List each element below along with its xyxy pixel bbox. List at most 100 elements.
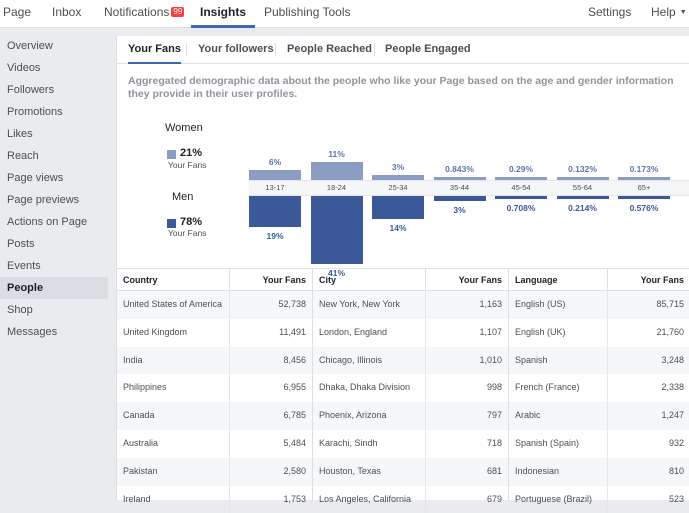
men-value-label: 0.576% [629,203,659,213]
language-table-header: Language Your Fans [509,269,689,291]
women-bar[interactable] [249,170,301,180]
sidebar-item-overview[interactable]: Overview [7,40,53,52]
fan-count: 523 [668,493,684,504]
fan-count: 810 [668,465,684,476]
nav-tab-insights[interactable]: Insights [191,0,256,28]
sidebar-item-reach[interactable]: Reach [7,150,39,162]
sidebar-item-followers[interactable]: Followers [7,84,55,96]
men-value-label: 0.708% [506,203,536,213]
fan-count: 1,247 [661,410,684,421]
description-text: Aggregated demographic data about the pe… [128,75,674,100]
nav-tab-inbox[interactable]: Inbox [52,5,82,19]
sidebar-item-shop[interactable]: Shop [7,304,33,316]
language-name: Spanish (Spain) [515,437,580,448]
men-bar[interactable] [433,196,486,201]
table-row: Canada 6,785 [117,402,312,430]
nav-tab-publishing-tools[interactable]: Publishing Tools [264,5,351,19]
insights-panel: Your Fans Your followers People Reached … [116,36,689,513]
table-row: Chicago, Illinois 1,010 [313,346,508,375]
demographics-tables: Country Your Fans United States of America… [117,268,689,513]
fan-count: 1,163 [479,299,502,309]
nav-tab-help[interactable]: Help ▼ [651,0,687,28]
subtab-people-reached[interactable]: People Reached [287,43,372,55]
column-divider [425,429,426,458]
nav-tab-page[interactable]: Page [3,5,32,19]
your-fans-column-header[interactable]: Your Fans [262,275,306,285]
language-name: Indonesian [515,465,560,476]
country-name: Philippines [123,382,167,393]
language-column-header[interactable]: Language [515,275,558,285]
sidebar-item-videos[interactable]: Videos [7,62,41,74]
table-row: Spanish (Spain) 932 [509,429,689,458]
city-name: Phoenix, Arizona [319,410,387,421]
people-subtabs: Your Fans Your followers People Reached … [117,36,689,64]
table-row: Karachi, Sindh 718 [313,429,508,458]
men-bar[interactable] [495,196,547,199]
sidebar-item-likes[interactable]: Likes [7,128,33,140]
sidebar-item-messages[interactable]: Messages [7,326,58,338]
women-bar[interactable] [310,161,363,180]
subtab-people-engaged[interactable]: People Engaged [385,43,471,55]
women-value-label: 3% [391,162,405,173]
column-divider [425,269,426,291]
sidebar-item-page-previews[interactable]: Page previews [7,194,80,206]
table-row: United Kingdom 11,491 [117,318,312,347]
sidebar-item-actions-on-page[interactable]: Actions on Page [7,216,88,228]
table-row: United States of America 52,738 [117,291,312,319]
women-bar[interactable] [556,177,609,180]
women-value-label: 6% [268,157,282,168]
women-bar[interactable] [495,177,547,180]
fan-count: 3,248 [661,354,684,365]
women-percentage: 21% [180,147,203,159]
table-row: French (France) 2,338 [509,374,689,403]
women-bar[interactable] [618,177,670,180]
table-row: India 8,456 [117,346,312,375]
men-bar[interactable] [372,196,424,220]
your-fans-column-header[interactable]: Your Fans [640,275,684,285]
nav-tab-notifications[interactable]: Notifications 99 [104,0,185,28]
men-bar[interactable] [310,196,363,264]
age-category-label: 55-64 [572,183,593,192]
language-name: Spanish [515,354,548,365]
column-divider [229,457,230,486]
sidebar-item-page-views[interactable]: Page views [7,172,64,184]
age-category-label: 13-17 [265,183,285,192]
men-bar[interactable] [618,196,670,199]
women-bar[interactable] [433,177,486,180]
fan-count: 1,107 [479,326,502,337]
your-fans-column-header[interactable]: Your Fans [458,275,502,285]
fan-count: 6,955 [283,382,306,393]
column-divider [425,402,426,430]
women-bar[interactable] [372,175,424,180]
column-divider [425,374,426,403]
sidebar-item-people[interactable]: People [0,277,108,299]
column-divider [607,374,608,403]
age-category-label: 18-24 [326,183,347,192]
column-divider [607,318,608,347]
city-name: Houston, Texas [319,465,381,476]
table-row: Indonesian 810 [509,457,689,486]
country-column-header[interactable]: Country [123,275,158,285]
men-percentage: 78% [180,216,203,228]
fan-count: 797 [486,410,502,421]
sidebar-item-posts[interactable]: Posts [7,238,35,250]
men-value-label: 3% [453,204,466,215]
city-column-header[interactable]: City [319,275,337,285]
table-row: Dhaka, Dhaka Division 998 [313,374,508,403]
subtab-your-followers[interactable]: Your followers [198,43,274,55]
sidebar-item-promotions[interactable]: Promotions [7,106,63,118]
women-value-label: 0.173% [629,164,659,174]
men-bar[interactable] [249,196,301,228]
nav-tab-settings[interactable]: Settings [588,5,632,19]
women-sublabel: Your Fans [168,160,207,170]
subtab-your-fans[interactable]: Your Fans [128,36,181,64]
men-bar[interactable] [556,196,609,199]
column-divider [229,269,230,291]
fan-count: 679 [486,493,502,504]
fan-count: 998 [486,382,502,393]
city-table-header: City Your Fans [313,269,508,291]
column-divider [425,485,426,513]
column-divider [425,346,426,375]
sidebar-item-events[interactable]: Events [7,260,41,272]
column-divider [425,457,426,486]
